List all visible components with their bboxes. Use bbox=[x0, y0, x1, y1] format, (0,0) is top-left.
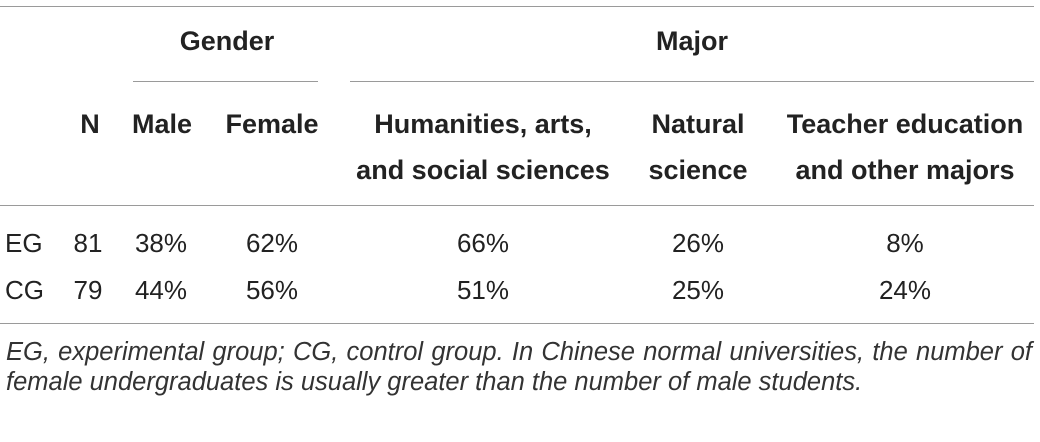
cell-eg-natural: 26% bbox=[671, 228, 725, 258]
cell-eg-teacher: 8% bbox=[886, 228, 924, 258]
column-header-natural-line1: Natural bbox=[651, 109, 745, 139]
major-group-underline bbox=[350, 81, 1034, 82]
column-header-teacher-line1: Teacher education bbox=[786, 109, 1024, 139]
table-footnote: EG, experimental group; CG, control grou… bbox=[6, 338, 1032, 396]
column-header-male: Male bbox=[131, 109, 193, 139]
column-header-natural-line2: science bbox=[648, 155, 748, 185]
cell-cg-female: 56% bbox=[245, 275, 299, 305]
column-header-teacher-line2: and other majors bbox=[795, 155, 1015, 185]
cell-cg-humanities: 51% bbox=[456, 275, 510, 305]
cell-cg-teacher: 24% bbox=[878, 275, 932, 305]
cell-eg-humanities: 66% bbox=[456, 228, 510, 258]
cell-cg-male: 44% bbox=[134, 275, 188, 305]
column-header-n: N bbox=[80, 109, 100, 139]
major-group-header: Major bbox=[655, 26, 729, 56]
gender-group-header: Gender bbox=[179, 26, 275, 56]
table-bottom-rule bbox=[0, 323, 1034, 324]
header-bottom-rule bbox=[0, 205, 1034, 206]
row-label-cg: CG bbox=[5, 275, 44, 305]
column-header-humanities-line1: Humanities, arts, bbox=[374, 109, 592, 139]
column-header-female: Female bbox=[225, 109, 319, 139]
cell-eg-n: 81 bbox=[73, 228, 103, 258]
table-top-rule bbox=[0, 6, 1034, 7]
cell-cg-natural: 25% bbox=[671, 275, 725, 305]
cell-eg-male: 38% bbox=[134, 228, 188, 258]
cell-cg-n: 79 bbox=[73, 275, 103, 305]
cell-eg-female: 62% bbox=[245, 228, 299, 258]
column-header-humanities-line2: and social sciences bbox=[356, 155, 610, 185]
row-label-eg: EG bbox=[5, 228, 43, 258]
gender-group-underline bbox=[133, 81, 318, 82]
